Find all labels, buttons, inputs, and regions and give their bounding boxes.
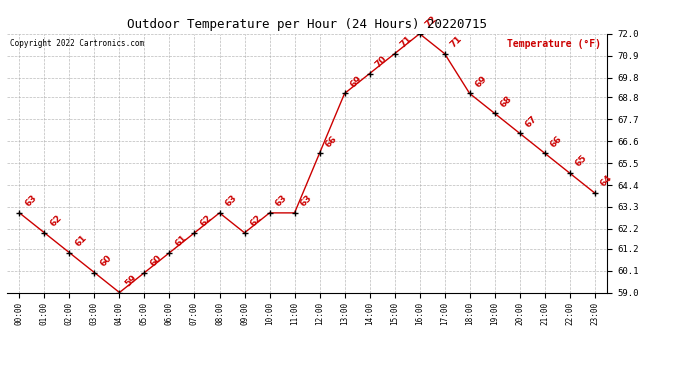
Text: 70: 70	[374, 54, 389, 69]
Text: 68: 68	[499, 94, 514, 109]
Text: 65: 65	[574, 154, 589, 169]
Text: 63: 63	[299, 194, 314, 209]
Text: 60: 60	[148, 254, 164, 268]
Text: Copyright 2022 Cartronics.com: Copyright 2022 Cartronics.com	[10, 39, 144, 48]
Text: 59: 59	[124, 273, 139, 288]
Text: 63: 63	[224, 194, 239, 209]
Text: 63: 63	[23, 194, 39, 209]
Text: 66: 66	[549, 134, 564, 149]
Text: 67: 67	[524, 114, 539, 129]
Text: 72: 72	[424, 14, 439, 30]
Text: 61: 61	[74, 233, 89, 249]
Text: Temperature (°F): Temperature (°F)	[507, 39, 601, 49]
Text: 71: 71	[448, 34, 464, 50]
Text: 69: 69	[348, 74, 364, 89]
Text: 64: 64	[599, 174, 614, 189]
Text: 62: 62	[48, 213, 63, 229]
Text: 63: 63	[274, 194, 289, 209]
Text: 71: 71	[399, 34, 414, 50]
Text: 69: 69	[474, 74, 489, 89]
Title: Outdoor Temperature per Hour (24 Hours) 20220715: Outdoor Temperature per Hour (24 Hours) …	[127, 18, 487, 31]
Text: 61: 61	[174, 233, 189, 249]
Text: 62: 62	[199, 213, 214, 229]
Text: 66: 66	[324, 134, 339, 149]
Text: 60: 60	[99, 254, 114, 268]
Text: 62: 62	[248, 213, 264, 229]
